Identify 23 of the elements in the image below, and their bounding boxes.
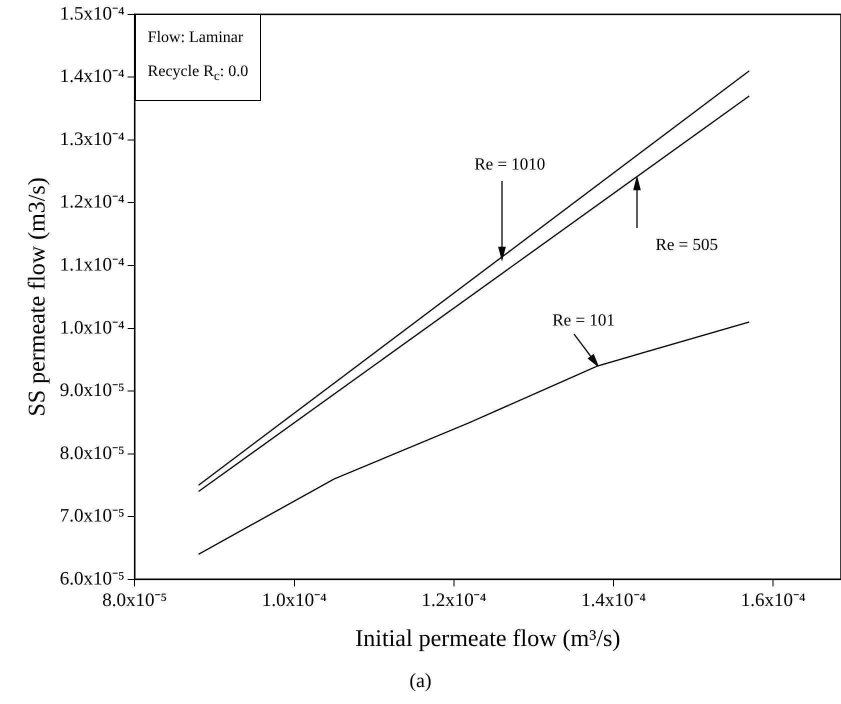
annotation: Flow: Laminar (148, 28, 244, 48)
annotation: Re = 505 (655, 235, 718, 254)
y-tick-label: 9.0x10⁻⁵ (60, 380, 125, 402)
annotation: Re = 1010 (474, 154, 546, 174)
y-tick-label: 6.0x10⁻⁵ (60, 568, 125, 590)
y-tick-label: 1.4x10⁻⁴ (60, 66, 126, 88)
annotation: Recycle R$_{c}$: 0.0 (148, 62, 248, 86)
y-axis-title: SS permeate flow (m3/s) (24, 177, 51, 417)
y-tick-label: 8.0x10⁻⁵ (60, 442, 125, 464)
y-tick-label: 1.1x10⁻⁴ (60, 254, 126, 276)
x-tick-label: 1.0x10⁻⁴ (262, 590, 328, 611)
x-axis-title: Initial permeate flow (m³/s) (355, 626, 620, 652)
y-tick-label: 1.2x10⁻⁴ (60, 192, 126, 213)
x-tick-label: 1.6x10⁻⁴ (740, 590, 806, 611)
x-tick-label: 8.0x10⁻⁵ (102, 590, 168, 611)
y-tick-label: 1.0x10⁻⁴ (60, 317, 126, 338)
y-tick-label: 1.3x10⁻⁴ (60, 128, 126, 150)
y-tick-label: 1.5x10⁻⁴ (60, 3, 126, 24)
x-tick-label: 1.4x10⁻⁴ (581, 590, 646, 611)
annotation: Re = 101 (552, 310, 615, 330)
x-tick-label: 1.2x10⁻⁴ (421, 590, 487, 611)
text: (a) (408, 670, 433, 693)
y-tick-label: 7.0x10⁻⁵ (60, 506, 125, 527)
